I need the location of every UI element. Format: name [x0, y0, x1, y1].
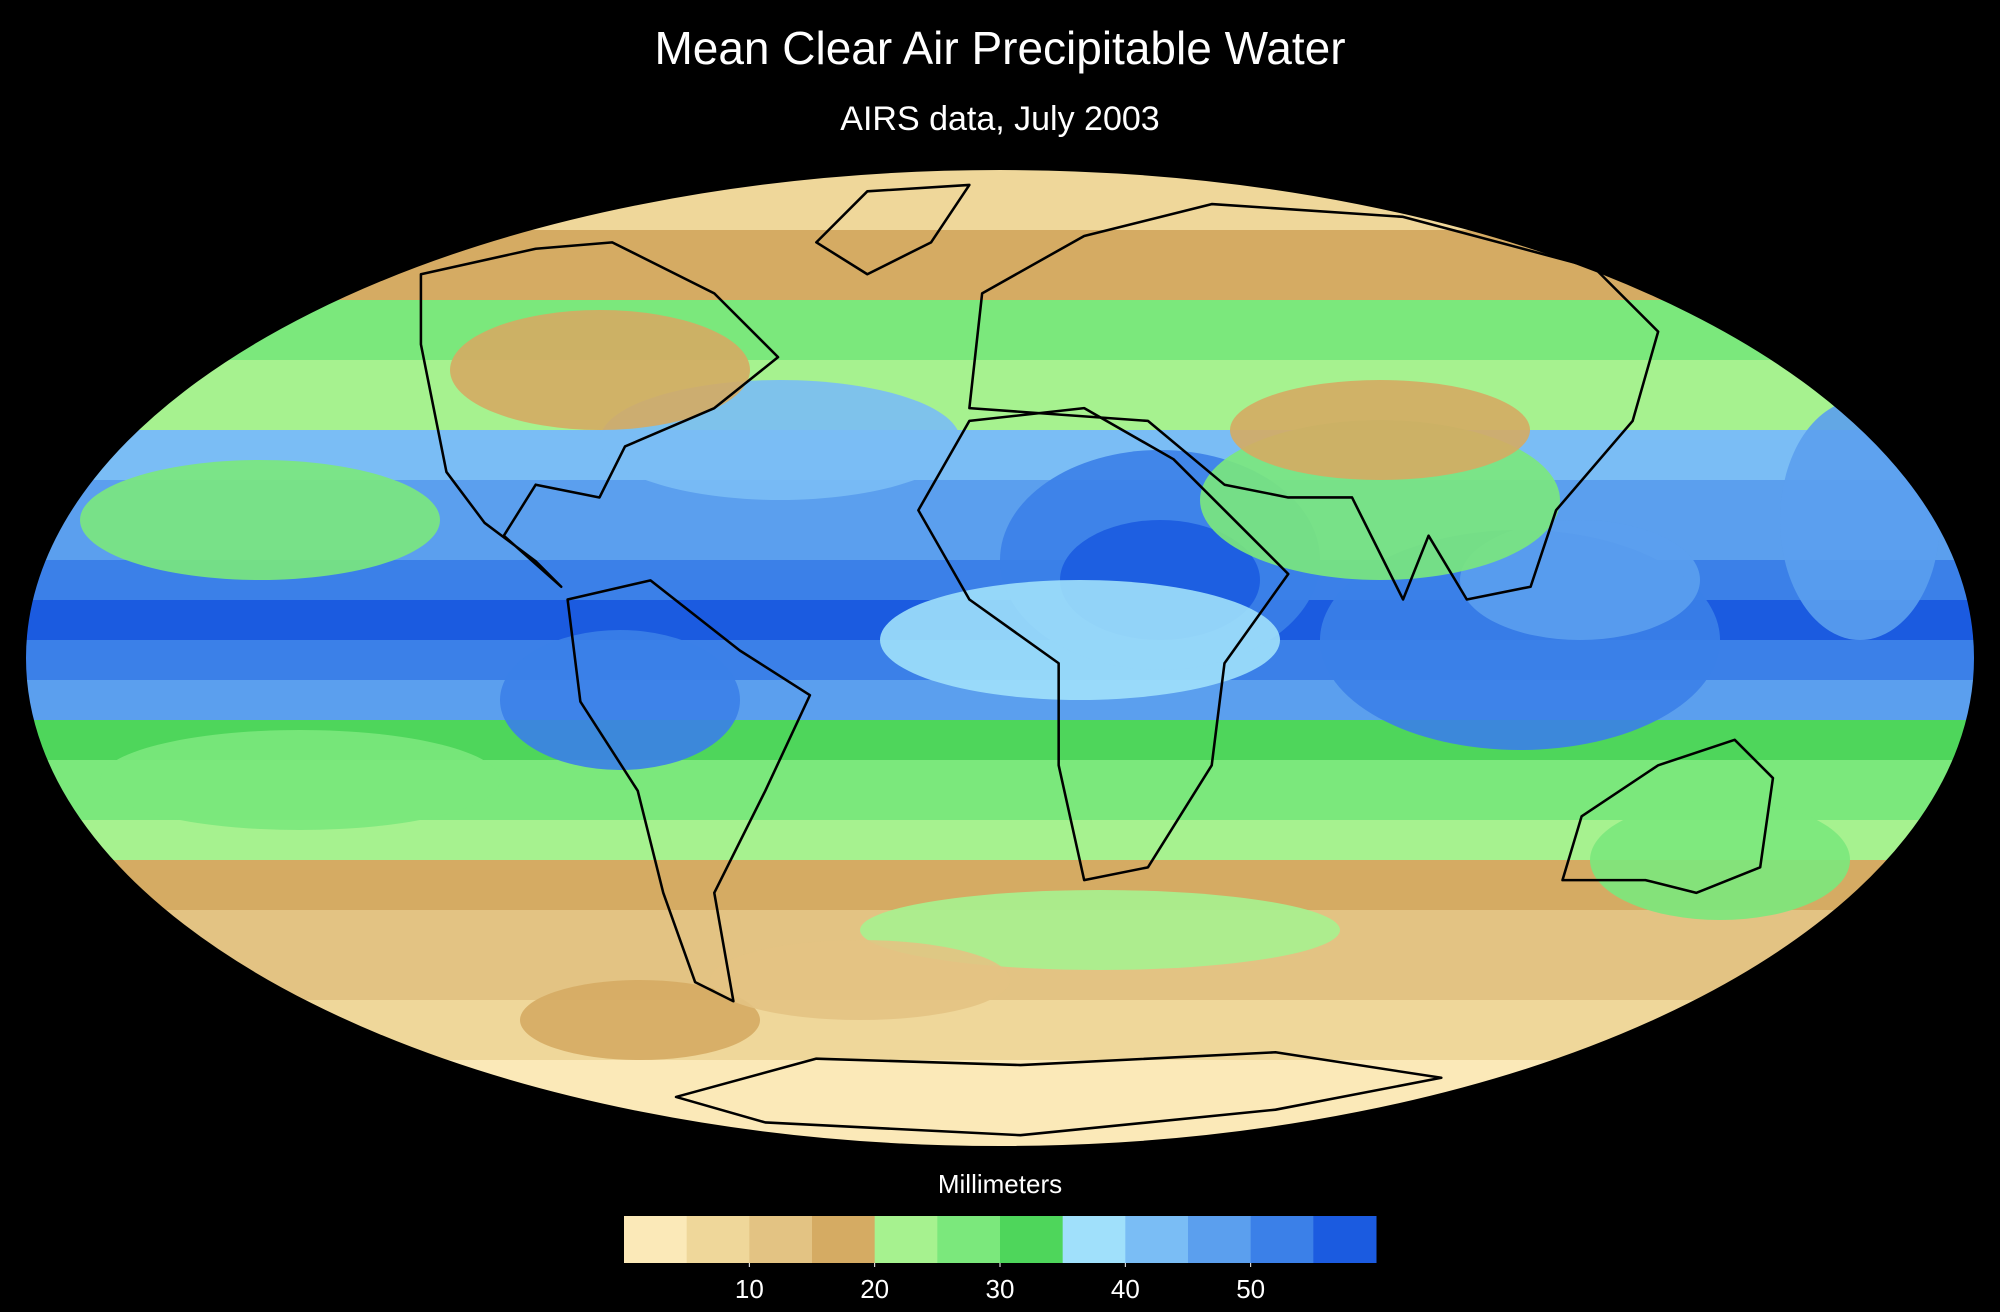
colorbar-swatch: [874, 1216, 938, 1263]
north-america: [419, 241, 780, 589]
title: Mean Clear Air Precipitable Water: [654, 22, 1345, 74]
precip-region: [860, 890, 1340, 970]
colorbar-swatch: [812, 1216, 876, 1263]
colorbar-swatch: [1188, 1216, 1252, 1263]
coastlines: [419, 183, 1775, 1137]
precip-region: [880, 580, 1280, 700]
lat-band: [25, 300, 1975, 360]
subtitle: AIRS data, July 2003: [840, 100, 1159, 138]
colorbar-tick-label: 50: [1236, 1274, 1265, 1304]
australia: [1561, 738, 1775, 895]
precip-region: [1230, 380, 1530, 480]
legend-label: Millimeters: [938, 1169, 1062, 1199]
colorbar-tick-label: 20: [860, 1274, 889, 1304]
colorbar-swatch: [1313, 1216, 1377, 1263]
colorbar-swatch: [686, 1216, 750, 1263]
colorbar-swatch: [1062, 1216, 1126, 1263]
precip-region: [1590, 800, 1850, 920]
precip-region: [710, 940, 1010, 1020]
colorbar-tick-label: 10: [735, 1274, 764, 1304]
south-america: [566, 579, 812, 1003]
colorbar-swatch: [624, 1216, 688, 1263]
colorbar-swatch: [1250, 1216, 1314, 1263]
colorbar-swatch: [937, 1216, 1001, 1263]
eurasia: [968, 202, 1660, 601]
precip-region: [80, 460, 440, 580]
precip-region: [500, 630, 740, 770]
colorbar: 10 20 30 40 50: [624, 1216, 1377, 1304]
colorbar-swatch: [1125, 1216, 1189, 1263]
globe-outline: [24, 168, 1976, 1148]
colorbar-swatch: [749, 1216, 813, 1263]
colorbar-tick-label: 30: [986, 1274, 1015, 1304]
precip-region: [520, 980, 760, 1060]
precip-region: [100, 730, 500, 830]
precip-features: [80, 310, 1940, 1060]
precip-region: [450, 310, 750, 430]
lat-band: [25, 360, 1975, 430]
antarctica: [674, 1051, 1443, 1137]
colorbar-swatch: [1000, 1216, 1064, 1263]
colorbar-tick-label: 40: [1111, 1274, 1140, 1304]
greenland: [815, 183, 971, 276]
